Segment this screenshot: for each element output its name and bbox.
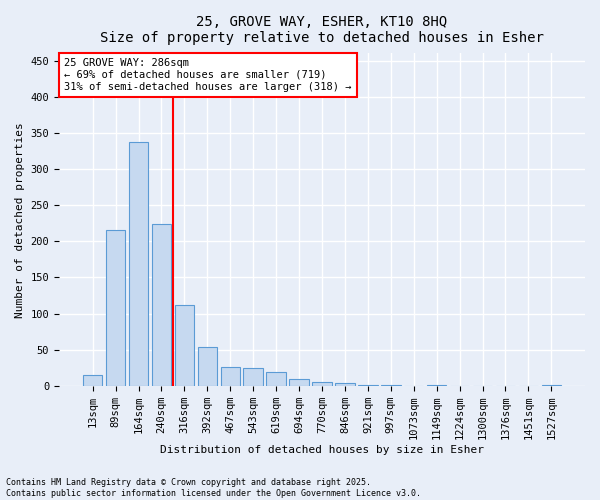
Bar [312, 382, 332, 386]
Title: 25, GROVE WAY, ESHER, KT10 8HQ
Size of property relative to detached houses in E: 25, GROVE WAY, ESHER, KT10 8HQ Size of p… [100, 15, 544, 45]
Bar [381, 385, 401, 386]
Bar [244, 368, 263, 386]
Bar [266, 372, 286, 386]
Bar [335, 383, 355, 386]
X-axis label: Distribution of detached houses by size in Esher: Distribution of detached houses by size … [160, 445, 484, 455]
Bar [542, 384, 561, 386]
Bar [129, 142, 148, 386]
Text: 25 GROVE WAY: 286sqm
← 69% of detached houses are smaller (719)
31% of semi-deta: 25 GROVE WAY: 286sqm ← 69% of detached h… [64, 58, 352, 92]
Bar [221, 367, 240, 386]
Bar [175, 305, 194, 386]
Y-axis label: Number of detached properties: Number of detached properties [15, 122, 25, 318]
Bar [358, 385, 377, 386]
Bar [106, 230, 125, 386]
Bar [427, 385, 446, 386]
Bar [83, 375, 103, 386]
Bar [152, 224, 171, 386]
Text: Contains HM Land Registry data © Crown copyright and database right 2025.
Contai: Contains HM Land Registry data © Crown c… [6, 478, 421, 498]
Bar [289, 380, 309, 386]
Bar [197, 347, 217, 386]
